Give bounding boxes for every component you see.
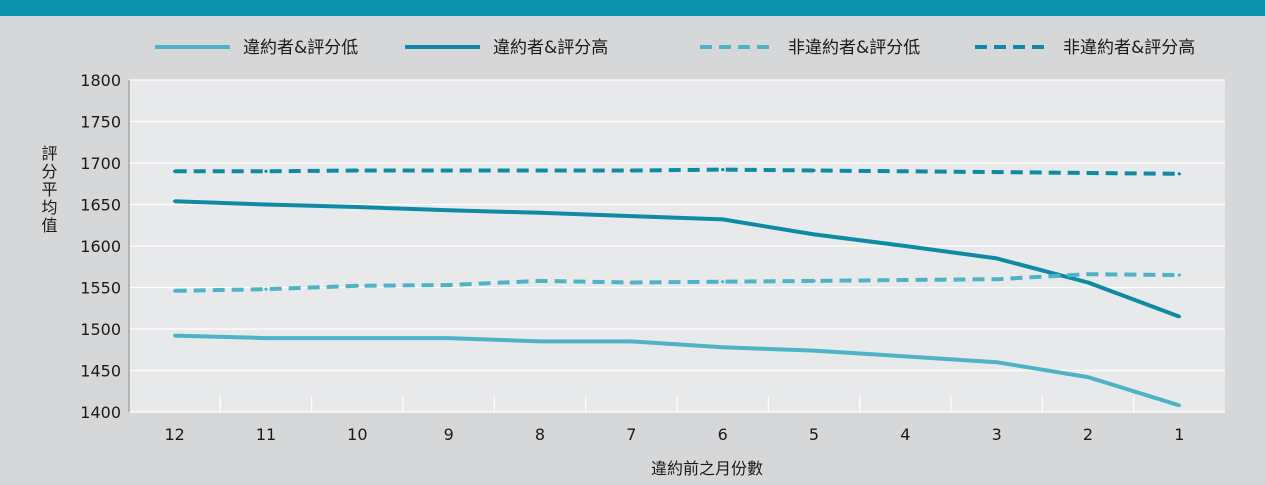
- data-point: [447, 337, 450, 340]
- data-point: [264, 337, 267, 340]
- data-point: [447, 283, 450, 286]
- data-point: [904, 355, 907, 358]
- y-tick-label: 1700: [80, 154, 121, 173]
- x-tick-label: 3: [992, 425, 1002, 444]
- y-axis-title: 評分平均值: [39, 145, 58, 235]
- x-tick-label: 10: [347, 425, 367, 444]
- x-tick-label: 6: [718, 425, 728, 444]
- data-point: [264, 288, 267, 291]
- data-point: [264, 170, 267, 173]
- data-point: [173, 289, 176, 292]
- x-tick-label: 8: [535, 425, 545, 444]
- data-point: [1086, 376, 1089, 379]
- data-point: [630, 340, 633, 343]
- x-tick-label: 9: [444, 425, 454, 444]
- x-tick-label: 12: [164, 425, 184, 444]
- data-point: [904, 170, 907, 173]
- y-tick-label: 1750: [80, 113, 121, 132]
- x-axis-title: 違約前之月份數: [651, 459, 763, 478]
- data-point: [721, 218, 724, 221]
- data-point: [356, 337, 359, 340]
- data-point: [812, 279, 815, 282]
- data-point: [721, 280, 724, 283]
- data-point: [447, 169, 450, 172]
- data-point: [630, 169, 633, 172]
- data-point: [995, 278, 998, 281]
- y-tick-label: 1550: [80, 279, 121, 298]
- data-point: [356, 284, 359, 287]
- x-tick-label: 5: [809, 425, 819, 444]
- data-point: [1178, 273, 1181, 276]
- data-point: [904, 278, 907, 281]
- data-point: [630, 215, 633, 218]
- y-tick-label: 1500: [80, 320, 121, 339]
- data-point: [1178, 315, 1181, 318]
- data-point: [721, 168, 724, 171]
- y-tick-label: 1600: [80, 237, 121, 256]
- data-point: [721, 346, 724, 349]
- data-point: [812, 169, 815, 172]
- data-point: [995, 171, 998, 174]
- x-tick-label: 11: [256, 425, 276, 444]
- data-point: [904, 244, 907, 247]
- data-point: [447, 209, 450, 212]
- data-point: [995, 257, 998, 260]
- legend-label: 違約者&評分低: [243, 38, 358, 58]
- data-point: [1086, 171, 1089, 174]
- x-tick-label: 1: [1174, 425, 1184, 444]
- legend-label: 非違約者&評分高: [1063, 38, 1195, 58]
- data-point: [264, 203, 267, 206]
- data-point: [538, 169, 541, 172]
- data-point: [538, 340, 541, 343]
- data-point: [173, 170, 176, 173]
- data-point: [995, 361, 998, 364]
- data-point: [1086, 273, 1089, 276]
- data-point: [1178, 404, 1181, 407]
- legend-label: 違約者&評分高: [493, 38, 608, 58]
- data-point: [356, 205, 359, 208]
- x-tick-label: 4: [900, 425, 910, 444]
- y-tick-label: 1400: [80, 403, 121, 422]
- x-tick-label: 7: [626, 425, 636, 444]
- x-tick-label: 2: [1083, 425, 1093, 444]
- data-point: [812, 349, 815, 352]
- data-point: [356, 169, 359, 172]
- legend-label: 非違約者&評分低: [788, 38, 920, 58]
- data-point: [538, 279, 541, 282]
- data-point: [1178, 172, 1181, 175]
- data-point: [1086, 281, 1089, 284]
- data-point: [630, 281, 633, 284]
- y-tick-label: 1800: [80, 71, 121, 90]
- data-point: [812, 233, 815, 236]
- data-point: [173, 334, 176, 337]
- data-point: [538, 211, 541, 214]
- data-point: [173, 200, 176, 203]
- y-tick-label: 1650: [80, 196, 121, 215]
- y-tick-label: 1450: [80, 362, 121, 381]
